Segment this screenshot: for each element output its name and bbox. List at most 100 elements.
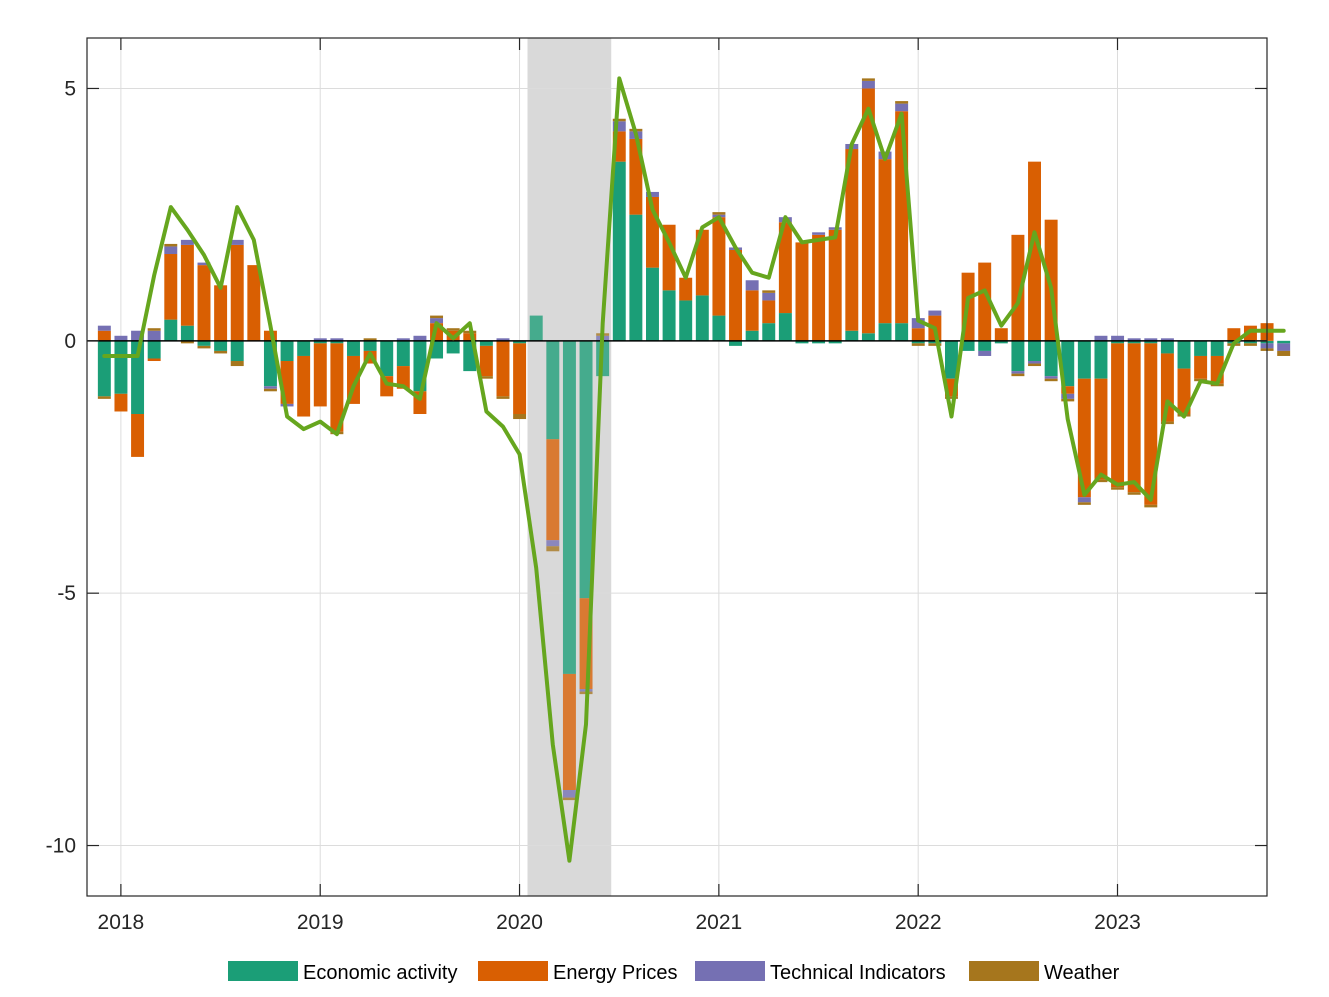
bar-segment	[762, 292, 776, 301]
bar-segment	[1061, 393, 1075, 399]
bar-segment	[562, 340, 576, 674]
bar-segment	[1194, 355, 1208, 379]
x-tick-label: 2018	[98, 911, 145, 934]
bar-segment	[745, 280, 759, 291]
bar-segment	[363, 338, 377, 341]
bar-segment	[1210, 340, 1224, 356]
bar-segment	[313, 338, 327, 341]
bar-segment	[762, 290, 776, 293]
bar-segment	[1094, 335, 1108, 341]
bar-segment	[1011, 234, 1025, 341]
bar-segment	[97, 325, 111, 331]
bar-segment	[1160, 338, 1174, 341]
bar-segment	[1061, 398, 1075, 402]
bar-segment	[928, 340, 942, 344]
bar-segment	[396, 340, 410, 367]
bar-segment	[729, 340, 743, 346]
bar-segment	[712, 217, 726, 316]
bar-segment	[911, 343, 925, 346]
bar-segment	[180, 325, 194, 341]
legend-swatch	[478, 961, 548, 981]
bar-segment	[612, 121, 626, 132]
bar-segment	[845, 330, 859, 341]
plot-background	[87, 38, 1267, 896]
bar-segment	[230, 361, 244, 367]
y-tick-label: -5	[57, 582, 76, 605]
bar-segment	[197, 265, 211, 341]
bar-segment	[1127, 340, 1141, 344]
bar-segment	[646, 267, 659, 341]
bar-segment	[529, 315, 543, 341]
bar-segment	[396, 338, 410, 341]
bar-segment	[1127, 492, 1141, 495]
bar-segment	[263, 386, 277, 389]
bar-segment	[1077, 340, 1091, 379]
bar-segment	[612, 118, 626, 122]
bar-segment	[180, 340, 194, 344]
plot-frame	[86, 37, 1268, 897]
bar-segment	[1144, 504, 1158, 508]
bar-segment	[812, 234, 826, 341]
legend-swatch	[695, 961, 765, 981]
bar-segment	[895, 103, 909, 112]
bar-segment	[280, 340, 294, 362]
bar-segment	[313, 340, 327, 344]
x-tick-label: 2019	[297, 911, 344, 934]
bar-segment	[147, 330, 161, 341]
total-line	[102, 76, 1286, 863]
bar-segment	[463, 333, 477, 341]
bar-segment	[795, 340, 809, 344]
bar-segment	[729, 249, 743, 341]
legend-label: Technical Indicators	[770, 962, 946, 984]
bar-segment	[1094, 340, 1108, 379]
bar-segment	[562, 673, 576, 791]
legend-label: Weather	[1044, 962, 1120, 984]
y-tick-label: -10	[46, 835, 76, 858]
bar-segment	[164, 246, 178, 255]
bar-segment	[978, 350, 992, 356]
bar-segment	[230, 244, 244, 341]
axis-ticks: 5 0 -5 -10 2018 2019 2020 2021 2022 2023	[46, 38, 1267, 934]
bar-segment	[895, 323, 909, 341]
bar-segment	[845, 149, 859, 331]
bar-segment	[994, 328, 1008, 341]
y-tick-label: 5	[64, 77, 76, 100]
bar-segment	[878, 159, 892, 324]
bar-segment	[1077, 497, 1091, 503]
bar-segment	[197, 262, 211, 266]
bar-segment	[1044, 340, 1058, 377]
bar-segment	[994, 340, 1008, 344]
bar-segment	[1028, 340, 1041, 362]
bar-segment	[114, 340, 128, 394]
bar-segment	[828, 229, 842, 341]
bar-segment	[214, 350, 228, 354]
bar-segment	[812, 340, 826, 344]
bar-segment	[413, 335, 427, 341]
bar-segment	[778, 313, 792, 341]
bar-segment	[97, 340, 111, 397]
bar-segment	[147, 358, 161, 362]
bar-segment	[978, 340, 992, 351]
bar-segment	[496, 396, 510, 399]
bar-segment	[928, 343, 942, 346]
bar-segment	[562, 797, 576, 801]
bar-segment	[313, 343, 327, 407]
y-tick-label: 0	[64, 330, 76, 353]
bar-segment	[479, 340, 493, 346]
bar-segment	[1028, 161, 1041, 341]
bar-segment	[347, 340, 360, 356]
bar-segment	[1011, 340, 1025, 372]
bar-segment	[1127, 343, 1141, 493]
bar-segment	[1111, 487, 1125, 490]
bar-segment	[330, 340, 344, 344]
bar-segment	[1111, 343, 1125, 488]
bar-segment	[1077, 502, 1091, 505]
bar-segment	[911, 340, 925, 344]
x-tick-label: 2021	[695, 911, 742, 934]
bar-segment	[97, 396, 111, 399]
bar-segment	[1177, 340, 1191, 369]
bar-segment	[114, 335, 128, 341]
bar-segment	[114, 393, 128, 412]
bar-segment	[629, 214, 643, 341]
bar-segment	[911, 318, 925, 329]
